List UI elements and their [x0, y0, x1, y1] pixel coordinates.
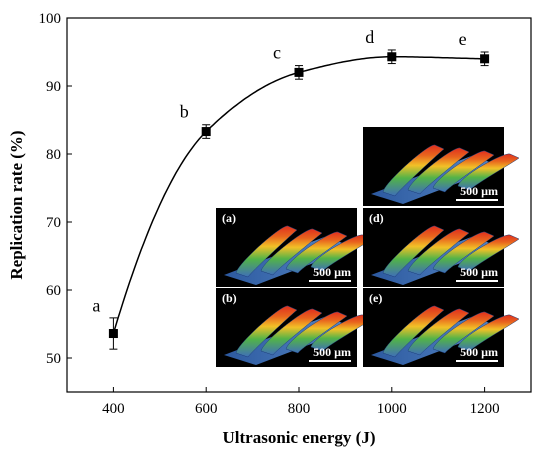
x-tick-label: 400	[102, 401, 125, 417]
ridge	[457, 314, 520, 352]
point-label: a	[92, 296, 100, 316]
x-tick-label: 600	[195, 401, 218, 417]
ridge	[432, 311, 495, 354]
point-label: b	[180, 102, 189, 122]
ridge	[260, 228, 323, 276]
data-point	[480, 54, 490, 64]
x-tick-label: 1000	[377, 401, 407, 417]
point-label: c	[273, 42, 281, 62]
y-axis-title: Replication rate (%)	[7, 130, 26, 279]
y-tick-label: 60	[46, 283, 61, 299]
ridge	[285, 231, 348, 274]
x-tick-label: 1200	[470, 401, 500, 417]
scale-bar-label: 500 µm	[313, 265, 351, 279]
data-points: a b c d e	[92, 27, 490, 350]
point-label: e	[459, 29, 467, 49]
inset-e: (e) 500 µm	[363, 288, 520, 367]
ridge	[432, 231, 495, 274]
ridge	[235, 225, 298, 278]
ridge	[285, 311, 348, 354]
data-point	[108, 329, 118, 339]
x-tick-label: 800	[288, 401, 311, 417]
inset-label: (b)	[222, 291, 237, 305]
inset-a: (a) 500 µm	[216, 208, 373, 287]
ridge	[457, 234, 520, 272]
inset-d: (d) 500 µm	[363, 208, 520, 287]
inset-b: (b) 500 µm	[216, 288, 373, 367]
ridge	[457, 153, 520, 191]
ridge	[382, 305, 445, 358]
inset-c: (c) 500 µm	[363, 127, 520, 206]
inset-label: (c)	[369, 130, 382, 144]
scale-bar-label: 500 µm	[460, 184, 498, 198]
x-axis: 400 600 800 1000 1200	[102, 387, 500, 417]
x-axis-title: Ultrasonic energy (J)	[223, 428, 376, 447]
inset-label: (e)	[369, 291, 382, 305]
ridge	[235, 305, 298, 358]
data-point	[387, 52, 397, 62]
y-tick-label: 80	[46, 147, 61, 163]
y-tick-label: 50	[46, 351, 61, 367]
inset-label: (d)	[369, 211, 384, 225]
inset-label: (a)	[222, 211, 236, 225]
inset-images: (c) 500 µm (a) 500 µm (d) 500 µm (b) 500 µm (e) 5…	[216, 127, 520, 367]
ridge	[407, 308, 470, 356]
y-tick-label: 100	[39, 11, 62, 27]
ridge	[407, 147, 470, 195]
y-axis: 50 60 70 80 90 100	[39, 11, 72, 367]
ridge	[432, 150, 495, 193]
y-tick-label: 70	[46, 215, 61, 231]
ridge	[407, 228, 470, 276]
ridge	[382, 144, 445, 197]
data-point	[294, 67, 304, 77]
data-point	[201, 127, 211, 137]
scale-bar-label: 500 µm	[313, 345, 351, 359]
scale-bar-label: 500 µm	[460, 345, 498, 359]
y-tick-label: 90	[46, 79, 61, 95]
ridge	[260, 308, 323, 356]
scale-bar-label: 500 µm	[460, 265, 498, 279]
point-label: d	[365, 27, 374, 47]
ridge	[382, 225, 445, 278]
